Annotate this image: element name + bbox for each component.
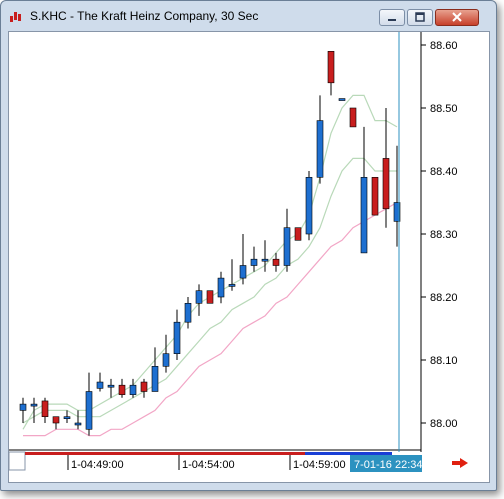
candle xyxy=(41,400,49,418)
ma-line-lower-band xyxy=(22,157,397,424)
candle xyxy=(305,177,313,235)
candle xyxy=(338,98,346,101)
arrow-right-icon[interactable] xyxy=(452,458,468,468)
candle xyxy=(272,258,280,266)
candle xyxy=(239,265,247,279)
current-time-label: 7-01-16 22:34:00 xyxy=(354,459,438,471)
close-icon xyxy=(452,12,462,22)
candle xyxy=(63,416,71,420)
time-tick-label: 1-04:59:00 xyxy=(293,459,346,471)
plot-area[interactable] xyxy=(9,32,421,450)
minimize-button[interactable] xyxy=(379,9,405,26)
maximize-icon xyxy=(415,12,425,22)
minimize-icon xyxy=(388,19,396,21)
time-tick-label: 1-04:54:00 xyxy=(182,459,235,471)
price-tick-label: 88.20 xyxy=(430,292,458,304)
candle xyxy=(140,381,148,392)
candle xyxy=(294,227,302,241)
candle xyxy=(261,258,269,262)
time-tick-label: 1-04:49:00 xyxy=(71,459,124,471)
candles xyxy=(19,50,401,436)
candle xyxy=(118,384,126,395)
candle xyxy=(96,381,104,389)
chart-area[interactable]: 88.60 88.50 88.40 88.30 88.20 88.10 88.00 1-04… xyxy=(8,31,490,483)
candle xyxy=(52,416,60,424)
chart-app-icon xyxy=(10,12,21,22)
candle xyxy=(382,158,390,210)
candle xyxy=(393,202,401,222)
candle xyxy=(206,290,214,304)
price-tick-label: 88.30 xyxy=(430,229,458,241)
candle xyxy=(217,277,225,298)
candle xyxy=(250,258,258,266)
scrollbar-thumb[interactable] xyxy=(305,452,392,455)
price-tick-label: 88.60 xyxy=(430,40,458,52)
candle xyxy=(228,284,236,287)
price-tick-label: 88.50 xyxy=(430,103,458,115)
price-tick-label: 88.10 xyxy=(430,355,458,367)
candle xyxy=(151,365,159,392)
price-chart[interactable]: 88.60 88.50 88.40 88.30 88.20 88.10 88.00 1-04… xyxy=(9,32,489,482)
chart-window: S.KHC - The Kraft Heinz Company, 30 Sec … xyxy=(0,0,497,491)
scrollbar-track[interactable] xyxy=(25,452,392,455)
candle xyxy=(19,403,27,411)
price-axis[interactable]: 88.60 88.50 88.40 88.30 88.20 88.10 88.00 xyxy=(421,40,458,430)
time-axis[interactable]: 1-04:49:00 1-04:54:00 1-04:59:00 xyxy=(67,455,346,471)
candle xyxy=(327,50,335,84)
scroll-left-box[interactable] xyxy=(9,451,26,471)
candle xyxy=(107,384,115,388)
close-button[interactable] xyxy=(435,9,479,26)
candle xyxy=(74,422,82,426)
window-title: S.KHC - The Kraft Heinz Company, 30 Sec xyxy=(30,9,259,23)
candle xyxy=(173,321,181,355)
candle xyxy=(371,177,379,216)
candle xyxy=(195,290,203,304)
candle xyxy=(184,302,192,323)
price-tick-label: 88.40 xyxy=(430,166,458,178)
ma-line-slow xyxy=(23,201,398,437)
candle xyxy=(349,107,357,128)
candle xyxy=(30,403,38,407)
maximize-button[interactable] xyxy=(407,9,433,26)
price-tick-label: 88.00 xyxy=(430,418,458,430)
candle xyxy=(129,384,137,395)
candle xyxy=(85,391,93,430)
title-bar[interactable]: S.KHC - The Kraft Heinz Company, 30 Sec xyxy=(1,1,496,31)
candle xyxy=(360,177,368,254)
current-time-box xyxy=(350,455,422,472)
candle xyxy=(316,120,324,178)
candle xyxy=(283,227,291,266)
candle xyxy=(162,353,170,367)
